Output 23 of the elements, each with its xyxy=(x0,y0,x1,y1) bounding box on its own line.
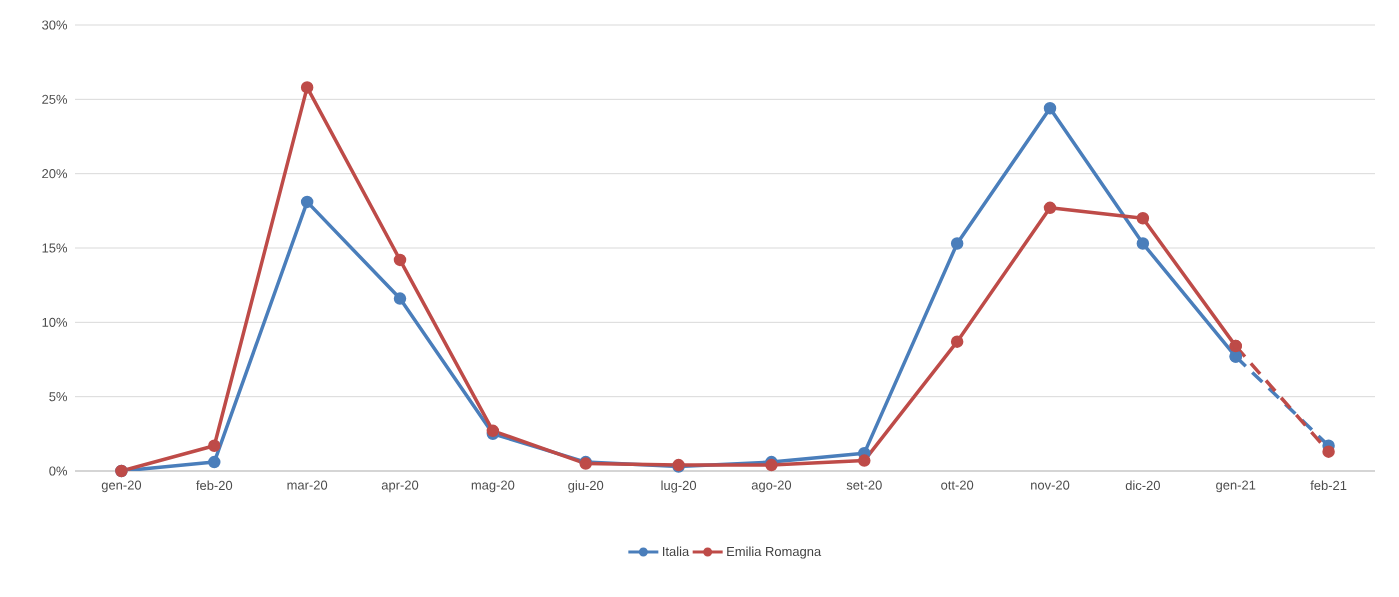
y-tick-label: 10% xyxy=(42,317,68,327)
x-tick-label: nov-20 xyxy=(1031,480,1070,490)
y-tick-label: 25% xyxy=(42,94,68,104)
y-tick-label: 5% xyxy=(49,392,68,402)
x-tick-label: set-20 xyxy=(846,480,882,490)
y-tick-label: 30% xyxy=(42,20,68,30)
x-tick-label: giu-20 xyxy=(568,480,604,493)
x-tick-label: mag-20 xyxy=(471,480,515,493)
y-tick-label: 15% xyxy=(42,243,68,253)
x-tick-label: ago-20 xyxy=(751,480,792,493)
y-tick-label: 0% xyxy=(49,466,68,476)
x-tick-label: feb-21 xyxy=(1310,480,1347,491)
y-tick-label: 20% xyxy=(42,169,68,179)
legend-label: Emilia Romagna xyxy=(727,546,822,559)
x-tick-label: ott-20 xyxy=(941,480,974,490)
legend-label: Italia xyxy=(663,546,690,557)
x-tick-label: gen-21 xyxy=(1216,480,1256,493)
x-tick-label: feb-20 xyxy=(196,480,233,491)
x-tick-label: lug-20 xyxy=(661,480,697,493)
x-tick-label: mar-20 xyxy=(287,480,328,490)
x-tick-label: gen-20 xyxy=(101,480,142,493)
x-tick-label: apr-20 xyxy=(381,480,419,493)
x-tick-label: dic-20 xyxy=(1125,480,1160,491)
